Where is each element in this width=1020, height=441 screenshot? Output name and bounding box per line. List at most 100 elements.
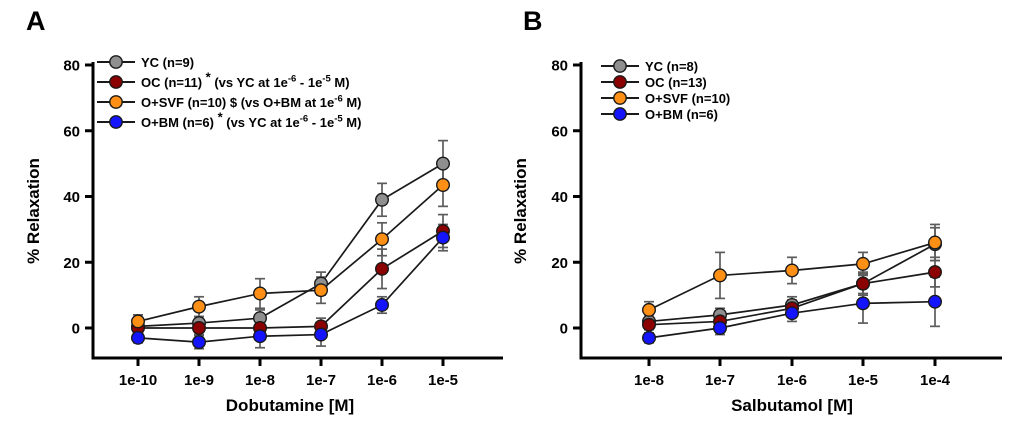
x-tick-label: 1e-8 (634, 372, 664, 389)
data-point (856, 296, 871, 311)
panel-b-label: B (523, 6, 543, 36)
legend-item-label: OC (n=13) (645, 74, 707, 90)
data-point (928, 235, 943, 250)
x-tick-label: 1e-5 (848, 372, 878, 389)
x-tick-label: 1e-6 (367, 372, 397, 389)
panel-a-y-axis-title: % Relaxation (24, 158, 43, 264)
legend-item: OC (n=11) * (vs YC at 1e-6 - 1e-5 M) (97, 69, 362, 92)
legend-item-label: OC (n=11) * (vs YC at 1e-6 - 1e-5 M) (141, 69, 350, 90)
data-point (191, 335, 206, 350)
data-point (191, 299, 206, 314)
data-point (785, 263, 800, 278)
legend-item: YC (n=8) (601, 58, 730, 74)
data-point (375, 232, 390, 247)
axes: 80 60 40 20 0 1e-10 1e-9 1e-8 1e-7 1e-6 1e-5 (63, 58, 503, 389)
panel-a-legend: YC (n=9) OC (n=11) * (vs YC at 1e-6 - 1e-… (97, 52, 362, 132)
legend-marker-icon (97, 115, 135, 129)
data-point (436, 177, 451, 192)
panel-b-x-axis-title: Salbutamol [M] (731, 396, 853, 415)
x-tick-label: 1e-5 (428, 372, 458, 389)
y-tick-label: 60 (63, 123, 80, 140)
x-tick-label: 1e-6 (777, 372, 807, 389)
series-markers-osvf (130, 177, 451, 329)
x-tick-label: 1e-7 (705, 372, 735, 389)
x-tick-label: 1e-4 (920, 372, 951, 389)
error-bars (133, 213, 448, 336)
data-point (713, 321, 728, 336)
legend-marker-icon (601, 75, 639, 89)
data-point (130, 330, 145, 345)
y-tick-label: 60 (551, 123, 568, 140)
data-point (436, 156, 451, 171)
data-point (642, 330, 657, 345)
y-tick-label: 20 (63, 255, 80, 272)
legend-item: O+BM (n=6) * (vs YC at 1e-6 - 1e-5 M) (97, 109, 362, 132)
legend-item-label: O+BM (n=6) (645, 106, 718, 122)
legend-marker-icon (97, 55, 135, 69)
legend-marker-icon (97, 95, 135, 109)
legend-item: O+SVF (n=10) $ (vs O+BM at 1e-6 M) (97, 92, 362, 112)
legend-item-label: O+BM (n=6) * (vs YC at 1e-6 - 1e-5 M) (141, 109, 362, 130)
error-bars (133, 223, 448, 350)
y-tick-label: 0 (560, 321, 568, 338)
data-point (713, 268, 728, 283)
y-tick-label: 40 (63, 189, 80, 206)
panel-b-y-axis-title: % Relaxation (511, 158, 530, 264)
legend-item-label: O+SVF (n=10) $ (vs O+BM at 1e-6 M) (141, 93, 362, 110)
y-tick-label: 20 (551, 255, 568, 272)
series-markers-osvf (642, 235, 943, 317)
x-tick-label: 1e-10 (119, 372, 157, 389)
data-point (130, 314, 145, 329)
panel-a-plot: 80 60 40 20 0 1e-10 1e-9 1e-8 1e-7 1e-6 1e-5 (63, 58, 503, 389)
legend-marker-icon (601, 107, 639, 121)
series-line-obm (137, 237, 444, 343)
panel-b-plot: 80 60 40 20 0 1e-8 1e-7 1e-6 1e-5 1e-4 (551, 58, 1002, 389)
x-tick-label: 1e-8 (245, 372, 275, 389)
y-tick-label: 80 (63, 58, 80, 75)
series-markers-obm (130, 230, 451, 350)
panel-a-x-axis-title: Dobutamine [M] (225, 396, 355, 415)
series-markers-obm (642, 294, 943, 345)
error-bars (133, 139, 448, 334)
axes: 80 60 40 20 0 1e-8 1e-7 1e-6 1e-5 1e-4 (551, 58, 1002, 389)
legend-marker-icon (601, 91, 639, 105)
data-point (375, 192, 390, 207)
data-point (375, 261, 390, 276)
data-point (252, 286, 267, 301)
legend-item-label: YC (n=8) (645, 58, 699, 74)
data-point (436, 230, 451, 245)
legend-item: O+BM (n=6) (601, 106, 730, 122)
panel-a-label: A (26, 6, 46, 36)
y-tick-label: 80 (551, 58, 568, 75)
data-point (856, 276, 871, 291)
data-point (856, 256, 871, 271)
legend-item-label: YC (n=9) (141, 54, 195, 70)
data-point (375, 297, 390, 312)
y-tick-label: 40 (551, 189, 568, 206)
series-line-oc (138, 230, 444, 329)
data-point (314, 283, 329, 298)
data-point (642, 317, 657, 332)
data-point (785, 306, 800, 321)
legend-marker-icon (601, 59, 639, 73)
data-point (642, 302, 657, 317)
series-line-osvf (137, 184, 444, 323)
data-point (928, 265, 943, 280)
legend-item-label: O+SVF (n=10) (645, 90, 731, 106)
panel-b-legend: YC (n=8) OC (n=13) O+SVF (n=10) O+BM (n=6) (601, 58, 730, 122)
data-point (928, 294, 943, 309)
legend-item: YC (n=9) (97, 52, 362, 72)
x-tick-label: 1e-7 (306, 372, 336, 389)
legend-item: O+SVF (n=10) (601, 90, 730, 106)
x-tick-label: 1e-9 (184, 372, 214, 389)
legend-marker-icon (97, 75, 135, 89)
legend-item: OC (n=13) (601, 74, 730, 90)
y-tick-label: 0 (72, 321, 80, 338)
series-line-yc (137, 162, 444, 328)
data-point (252, 329, 267, 344)
data-point (314, 327, 329, 342)
series-markers-oc (130, 224, 451, 336)
series-markers-yc (130, 156, 451, 334)
